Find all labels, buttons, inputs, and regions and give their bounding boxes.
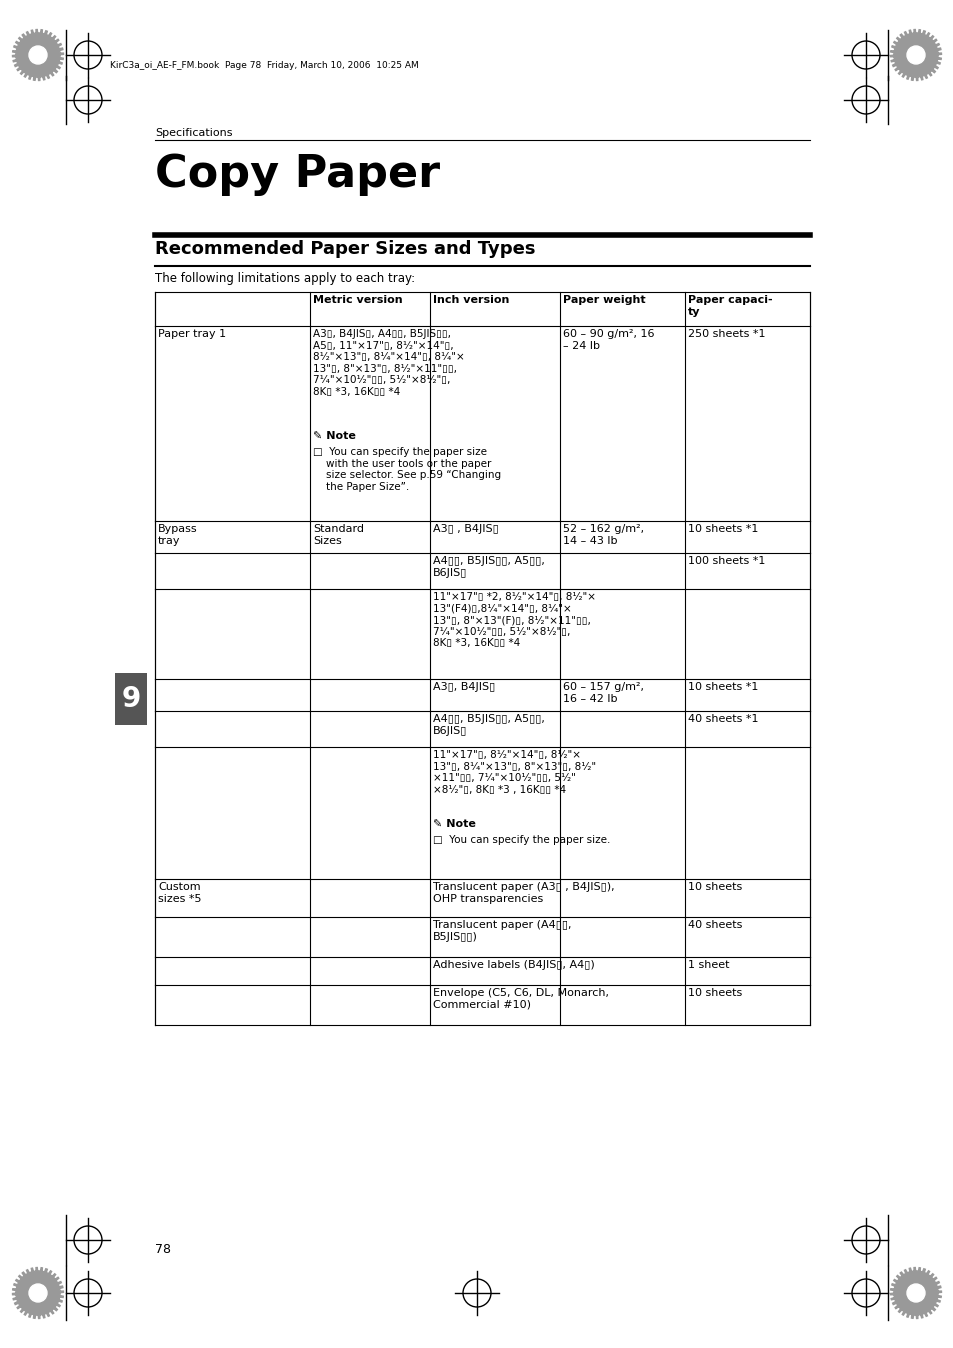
- Polygon shape: [889, 1267, 941, 1318]
- Text: ✎ Note: ✎ Note: [433, 820, 476, 829]
- Text: Metric version: Metric version: [313, 295, 402, 305]
- Text: Custom
sizes *5: Custom sizes *5: [158, 882, 201, 903]
- Text: Bypass
tray: Bypass tray: [158, 524, 197, 546]
- Text: Standard
Sizes: Standard Sizes: [313, 524, 364, 546]
- Text: A4▯▯, B5JIS▯▯, A5▯▯,
B6JIS▯: A4▯▯, B5JIS▯▯, A5▯▯, B6JIS▯: [433, 555, 544, 577]
- Text: 100 sheets *1: 100 sheets *1: [687, 555, 764, 566]
- Polygon shape: [12, 30, 64, 81]
- Text: 1 sheet: 1 sheet: [687, 960, 729, 971]
- Text: Paper tray 1: Paper tray 1: [158, 329, 226, 338]
- Text: 10 sheets: 10 sheets: [687, 988, 741, 998]
- Text: Adhesive labels (B4JIS▯, A4▯): Adhesive labels (B4JIS▯, A4▯): [433, 960, 594, 971]
- Text: Recommended Paper Sizes and Types: Recommended Paper Sizes and Types: [154, 240, 535, 257]
- Text: Envelope (C5, C6, DL, Monarch,
Commercial #10): Envelope (C5, C6, DL, Monarch, Commercia…: [433, 988, 608, 1010]
- Text: 11"×17"▯ *2, 8¹⁄₂"×14"▯, 8¹⁄₂"×
13"(F4)▯,8¹⁄₄"×14"▯, 8¹⁄₄"×
13"▯, 8"×13"(F)▯, 8¹: 11"×17"▯ *2, 8¹⁄₂"×14"▯, 8¹⁄₂"× 13"(F4)▯…: [433, 592, 596, 648]
- Circle shape: [906, 46, 924, 63]
- Text: Paper weight: Paper weight: [562, 295, 645, 305]
- Text: The following limitations apply to each tray:: The following limitations apply to each …: [154, 272, 415, 284]
- FancyBboxPatch shape: [115, 673, 147, 725]
- Text: KirC3a_oi_AE-F_FM.book  Page 78  Friday, March 10, 2006  10:25 AM: KirC3a_oi_AE-F_FM.book Page 78 Friday, M…: [110, 62, 418, 70]
- Text: A3▯, B4JIS▯: A3▯, B4JIS▯: [433, 682, 495, 692]
- Text: 60 – 90 g/m², 16
– 24 lb: 60 – 90 g/m², 16 – 24 lb: [562, 329, 654, 350]
- Text: □  You can specify the paper size.: □ You can specify the paper size.: [433, 834, 610, 845]
- Text: A3▯, B4JIS▯, A4▯▯, B5JIS▯▯,
A5▯, 11"×17"▯, 8¹⁄₂"×14"▯,
8¹⁄₂"×13"▯, 8¹⁄₄"×14"▯, 8: A3▯, B4JIS▯, A4▯▯, B5JIS▯▯, A5▯, 11"×17"…: [313, 329, 464, 398]
- Text: 78: 78: [154, 1243, 171, 1256]
- Text: 10 sheets *1: 10 sheets *1: [687, 682, 758, 692]
- Circle shape: [29, 1285, 47, 1302]
- Text: 10 sheets *1: 10 sheets *1: [687, 524, 758, 534]
- Text: 52 – 162 g/m²,
14 – 43 lb: 52 – 162 g/m², 14 – 43 lb: [562, 524, 643, 546]
- Text: □  You can specify the paper size
    with the user tools or the paper
    size : □ You can specify the paper size with th…: [313, 448, 500, 492]
- Text: Copy Paper: Copy Paper: [154, 154, 439, 195]
- Text: ✎ Note: ✎ Note: [313, 431, 355, 441]
- Circle shape: [906, 1285, 924, 1302]
- Text: 60 – 157 g/m²,
16 – 42 lb: 60 – 157 g/m², 16 – 42 lb: [562, 682, 643, 704]
- Text: 40 sheets *1: 40 sheets *1: [687, 714, 758, 724]
- Text: 40 sheets: 40 sheets: [687, 919, 741, 930]
- Text: Translucent paper (A3▯ , B4JIS▯),
OHP transparencies: Translucent paper (A3▯ , B4JIS▯), OHP tr…: [433, 882, 614, 903]
- Circle shape: [29, 46, 47, 63]
- Text: Translucent paper (A4▯▯,
B5JIS▯▯): Translucent paper (A4▯▯, B5JIS▯▯): [433, 919, 571, 942]
- Polygon shape: [889, 30, 941, 81]
- Text: 10 sheets: 10 sheets: [687, 882, 741, 892]
- Text: A3▯ , B4JIS▯: A3▯ , B4JIS▯: [433, 524, 498, 534]
- Text: 250 sheets *1: 250 sheets *1: [687, 329, 764, 338]
- Text: Inch version: Inch version: [433, 295, 509, 305]
- Text: 9: 9: [121, 685, 140, 713]
- Text: Paper capaci-
ty: Paper capaci- ty: [687, 295, 772, 317]
- Text: Specifications: Specifications: [154, 128, 233, 137]
- Polygon shape: [12, 1267, 64, 1318]
- Text: 11"×17"▯, 8¹⁄₂"×14"▯, 8¹⁄₂"×
13"▯, 8¹⁄₄"×13"▯, 8"×13"▯, 8¹⁄₂"
×11"▯▯, 7¹⁄₄"×10¹⁄: 11"×17"▯, 8¹⁄₂"×14"▯, 8¹⁄₂"× 13"▯, 8¹⁄₄"…: [433, 749, 596, 795]
- Text: A4▯▯, B5JIS▯▯, A5▯▯,
B6JIS▯: A4▯▯, B5JIS▯▯, A5▯▯, B6JIS▯: [433, 714, 544, 736]
